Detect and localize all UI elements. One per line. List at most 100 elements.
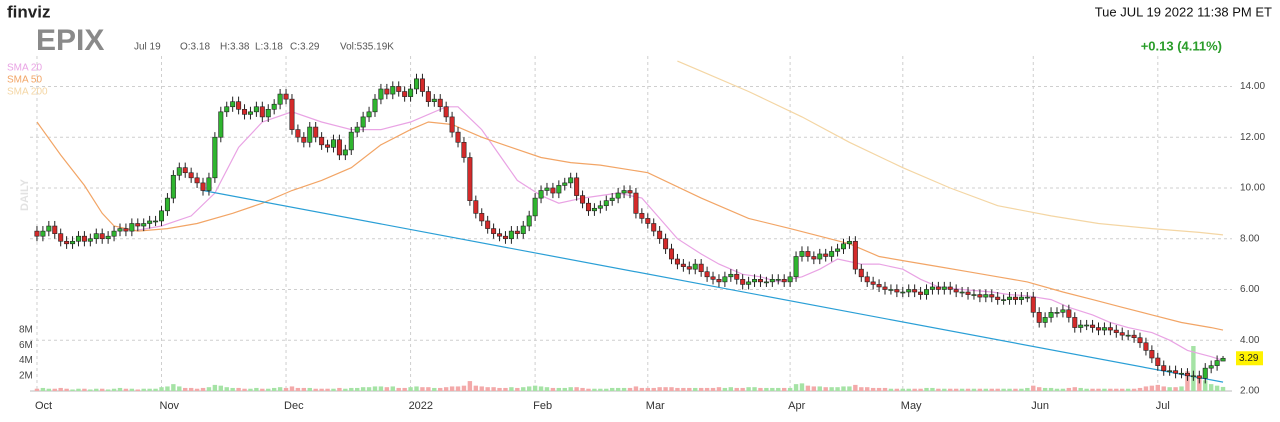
candle-body — [763, 281, 769, 284]
volume-bar — [633, 386, 639, 391]
volume-bar — [1208, 384, 1214, 391]
volume-bar — [722, 387, 728, 391]
volume-bar — [313, 388, 318, 391]
volume-bar — [953, 388, 959, 391]
volume-bar — [1007, 388, 1012, 391]
candle-body — [882, 286, 888, 290]
candle-body — [224, 106, 230, 113]
candle-body — [728, 273, 734, 278]
y-tick-label: 12.00 — [1240, 132, 1265, 143]
volume-bar — [787, 387, 793, 391]
candle-body — [965, 291, 971, 295]
volume-bar — [349, 387, 354, 391]
volume-bar — [491, 387, 496, 391]
volume-bar — [70, 389, 75, 391]
candle-body — [502, 235, 508, 240]
volume-bar — [693, 387, 698, 391]
candle-body — [918, 291, 924, 295]
volume-bar — [1078, 387, 1083, 391]
volume-bar — [165, 386, 170, 391]
volume-bar — [384, 387, 390, 391]
candle-body — [330, 139, 336, 148]
candle-body — [924, 289, 930, 295]
candle-body — [479, 213, 485, 222]
volume-bar — [432, 387, 437, 391]
candle-body — [929, 286, 935, 290]
volume-bar — [781, 387, 787, 391]
candle-body — [135, 223, 141, 227]
volume-bar — [1167, 387, 1172, 391]
candle-body — [775, 279, 781, 281]
volume-bar — [438, 387, 443, 391]
quote-volume: Vol:535.19K — [340, 42, 394, 53]
volume-bar — [894, 388, 900, 391]
x-tick-label: May — [901, 400, 922, 412]
volume-tick-label: 4M — [19, 355, 33, 366]
candle-body — [906, 289, 912, 293]
candle-body — [194, 177, 200, 184]
volume-bar — [1054, 388, 1060, 391]
volume-bar — [568, 387, 573, 391]
y-tick-label: 2.00 — [1240, 386, 1260, 397]
candle-body — [835, 248, 841, 252]
volume-bar — [615, 387, 621, 391]
volume-bar — [402, 387, 407, 391]
quote-date: Jul 19 — [134, 42, 161, 53]
candle-body — [959, 291, 965, 294]
volume-bar — [289, 386, 295, 391]
candle-body — [93, 233, 99, 240]
candle-body — [520, 225, 526, 234]
candle-body — [1184, 372, 1190, 377]
candle-body — [716, 279, 722, 283]
candle-body — [1007, 296, 1013, 300]
volume-bar — [948, 388, 953, 391]
candle-body — [1054, 312, 1060, 314]
volume-bar — [236, 387, 241, 391]
candle-body — [1078, 324, 1084, 328]
volume-bar — [1042, 387, 1048, 391]
candle-body — [532, 197, 538, 217]
x-tick-label: Feb — [533, 400, 552, 412]
candle-body — [846, 240, 852, 245]
volume-bar — [799, 383, 805, 391]
candle-body — [1161, 365, 1167, 371]
candle-body — [538, 190, 544, 199]
volume-bar — [449, 386, 455, 391]
candle-body — [277, 93, 283, 105]
candle-body — [663, 238, 669, 250]
candle-body — [977, 294, 983, 298]
candle-body — [271, 103, 277, 110]
candle-body — [680, 263, 686, 267]
volume-bar — [396, 387, 401, 391]
volume-bar — [621, 387, 627, 391]
volume-bar — [1060, 388, 1066, 391]
candle-body — [431, 98, 437, 102]
volume-bar — [698, 387, 704, 391]
legend-entry: SMA 50 — [7, 75, 42, 86]
candle-body — [105, 235, 111, 240]
volume-bar — [764, 387, 769, 391]
candle-body — [467, 157, 473, 201]
candle-body — [669, 248, 675, 260]
candle-body — [141, 223, 147, 227]
volume-bar — [669, 387, 674, 391]
candle-body — [686, 266, 692, 270]
candle-body — [698, 263, 704, 273]
volume-bar — [526, 386, 532, 391]
volume-bar — [1220, 386, 1226, 391]
volume-bar — [1120, 388, 1125, 391]
volume-bar — [746, 387, 751, 391]
volume-bar — [295, 387, 301, 391]
volume-bar — [704, 387, 710, 391]
candle-body — [799, 251, 805, 257]
candle-body — [265, 108, 271, 118]
candle-body — [242, 108, 248, 115]
candle-body — [852, 240, 858, 270]
volume-bar — [212, 384, 218, 391]
candle-body — [597, 205, 603, 209]
candle-body — [734, 273, 740, 280]
volume-bar — [40, 387, 46, 391]
volume-bar — [1155, 384, 1161, 391]
candle-body — [894, 289, 900, 293]
candle-body — [40, 230, 46, 237]
